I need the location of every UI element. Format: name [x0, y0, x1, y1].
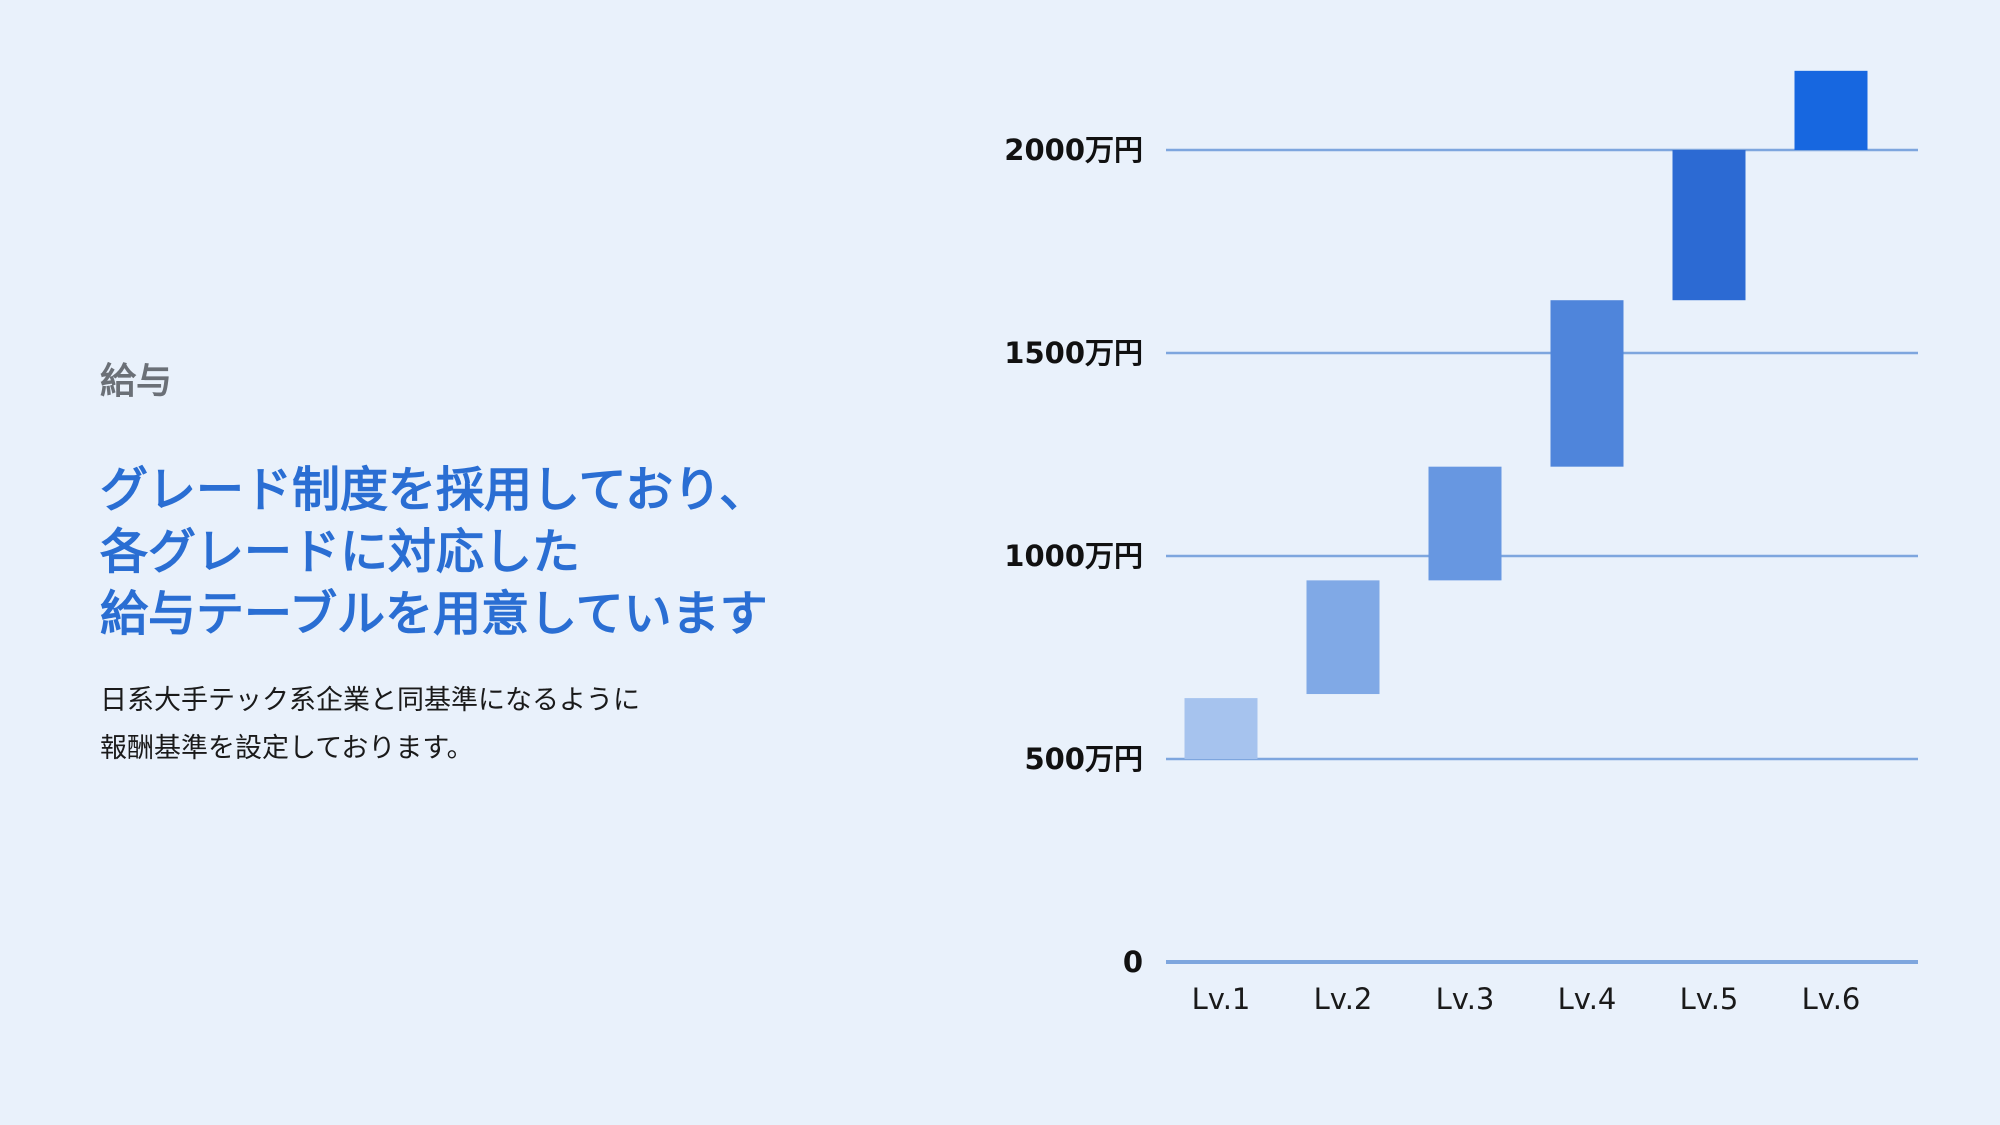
y-tick-label-2000: 2000万円 [1004, 133, 1143, 167]
y-tick-label-500: 500万円 [1024, 742, 1143, 776]
headline-line-1: グレード制度を採用しており、 [100, 462, 768, 519]
range-bars [1184, 70, 1868, 759]
bar-lv-4 [1550, 300, 1624, 467]
x-tick-label-lv-4: Lv.4 [1558, 982, 1617, 1016]
headline-line-3: 給与テーブルを用意しています [100, 586, 768, 643]
gridlines [1166, 148, 1918, 964]
bar-lv-3 [1428, 466, 1502, 581]
intro-panel: 給与 グレード制度を採用しており、 各グレードに対応した 給与テーブルを用意して… [100, 360, 920, 773]
x-tick-label-lv-1: Lv.1 [1192, 982, 1251, 1016]
y-tick-label-0: 0 [1123, 945, 1143, 979]
y-tick-label-1000: 1000万円 [1004, 539, 1143, 573]
bar-lv-5 [1672, 150, 1746, 301]
description: 日系大手テック系企業と同基準になるように 報酬基準を設定しております。 [100, 677, 920, 773]
bar-lv-2 [1306, 580, 1380, 695]
description-line-2: 報酬基準を設定しております。 [100, 733, 474, 765]
headline: グレード制度を採用しており、 各グレードに対応した 給与テーブルを用意しています [100, 459, 920, 645]
x-tick-label-lv-5: Lv.5 [1680, 982, 1739, 1016]
bar-lv-1 [1184, 698, 1258, 759]
bar-lv-6 [1794, 70, 1868, 150]
y-tick-label-1500: 1500万円 [1004, 336, 1143, 370]
x-axis-category-labels: Lv.1 Lv.2 Lv.3 Lv.4 Lv.5 Lv.6 [1192, 982, 1861, 1016]
x-tick-label-lv-2: Lv.2 [1314, 982, 1373, 1016]
section-label: 給与 [100, 361, 173, 402]
y-axis-tick-labels: 0 500万円 1000万円 1500万円 2000万円 [1004, 133, 1143, 979]
x-tick-label-lv-6: Lv.6 [1802, 982, 1861, 1016]
x-tick-label-lv-3: Lv.3 [1436, 982, 1495, 1016]
description-line-1: 日系大手テック系企業と同基準になるように [100, 685, 640, 717]
headline-line-2: 各グレードに対応した [100, 524, 581, 581]
